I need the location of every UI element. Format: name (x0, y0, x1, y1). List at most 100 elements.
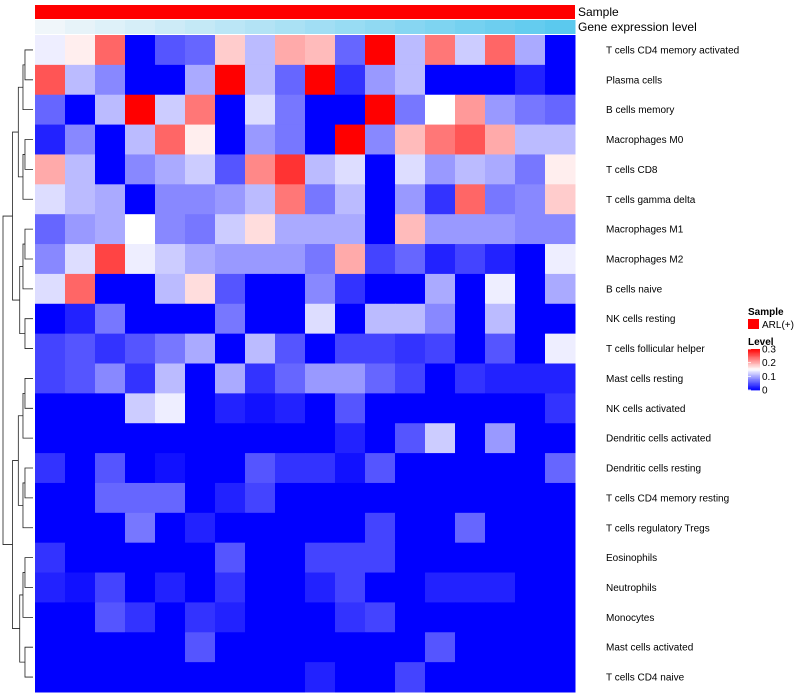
heatmap-cell (455, 273, 486, 305)
annotation-cell-gene-expression (125, 20, 156, 34)
heatmap-cell (155, 572, 186, 603)
dendrogram-branch (24, 467, 33, 499)
heatmap-cell (245, 35, 276, 66)
row-label: Dendritic cells activated (606, 434, 711, 445)
heatmap-cell (155, 124, 186, 155)
heatmap-cell (95, 154, 126, 185)
heatmap-cell (125, 393, 156, 424)
heatmap-cell (395, 184, 426, 215)
heatmap-cell (485, 363, 516, 394)
heatmap-cell (95, 124, 126, 155)
heatmap-cell (215, 662, 246, 693)
heatmap-cell (35, 94, 66, 126)
row-label: Macrophages M1 (606, 225, 684, 236)
heatmap-cell (545, 632, 576, 663)
row-label: Neutrophils (606, 583, 657, 594)
heatmap-cell (305, 602, 336, 633)
heatmap-cell (365, 602, 396, 633)
heatmap-cell (35, 64, 66, 96)
heatmap-cell (125, 423, 156, 454)
heatmap-cell (455, 453, 486, 484)
row-label: T cells follicular helper (606, 344, 705, 355)
heatmap-cell (425, 273, 456, 305)
row-label: Dendritic cells resting (606, 464, 701, 475)
heatmap-cell (215, 393, 246, 424)
annotation-cell-gene-expression (245, 20, 276, 34)
heatmap-cell (425, 64, 456, 96)
heatmap-cell (95, 94, 126, 126)
heatmap-cell (425, 94, 456, 126)
heatmap-cell (155, 273, 186, 305)
heatmap-cell (365, 303, 396, 335)
heatmap-cell (155, 154, 186, 185)
heatmap-cell (335, 244, 366, 275)
annotation-cell-gene-expression (185, 20, 216, 34)
heatmap-cell (125, 512, 156, 544)
heatmap-cell (395, 214, 426, 245)
heatmap-cell (545, 94, 576, 126)
legend-gradient-step (748, 383, 760, 385)
heatmap-cell (485, 35, 516, 66)
heatmap-cell (515, 482, 546, 514)
heatmap-cell (275, 244, 306, 275)
heatmap-cell (485, 64, 516, 96)
heatmap-cell (275, 572, 306, 603)
dendrogram-branch (17, 415, 23, 506)
heatmap-cell (95, 453, 126, 484)
heatmap-cell (425, 333, 456, 364)
heatmap-cell (215, 273, 246, 305)
dendrogram-branch (19, 266, 25, 335)
heatmap-cell (515, 94, 546, 126)
legend-level-title: Level (748, 337, 774, 348)
heatmap-cell (365, 35, 396, 66)
heatmap-cell (245, 423, 276, 454)
heatmap-cell (275, 393, 306, 424)
heatmap-cell (95, 35, 126, 66)
annotation-cell-gene-expression (95, 20, 126, 34)
annotation-cell-gene-expression (425, 20, 456, 34)
heatmap-cell (335, 572, 366, 603)
heatmap-cell (515, 393, 546, 424)
heatmap-cell (335, 154, 366, 185)
heatmap-cell (65, 512, 96, 544)
heatmap-cell (95, 572, 126, 603)
heatmap-cell (425, 363, 456, 394)
heatmap-cell (125, 453, 156, 484)
heatmap-cell (155, 632, 186, 663)
heatmap-cell (155, 393, 186, 424)
heatmap-cell (65, 64, 96, 96)
heatmap-cell (395, 154, 426, 185)
heatmap-cell (155, 542, 186, 574)
heatmap-cell (305, 393, 336, 424)
heatmap-cell (35, 303, 66, 335)
heatmap-cell (245, 363, 276, 394)
heatmap-cell (275, 363, 306, 394)
heatmap-cell (425, 184, 456, 215)
heatmap-cell (455, 482, 486, 514)
heatmap-cell (425, 632, 456, 663)
heatmap-cell (35, 124, 66, 155)
heatmap-cell (425, 393, 456, 424)
heatmap-cell (305, 482, 336, 514)
heatmap-cell (185, 333, 216, 364)
heatmap-cell (155, 512, 186, 544)
legend-gradient-step (748, 368, 760, 370)
heatmap-cell (545, 572, 576, 603)
heatmap-cell (305, 154, 336, 185)
heatmap-cell (125, 273, 156, 305)
heatmap-cell (455, 333, 486, 364)
dendrogram-branch (24, 318, 33, 349)
legend-gradient-step (748, 377, 760, 380)
heatmap-cell (515, 214, 546, 245)
heatmap-cell (125, 35, 156, 66)
heatmap-cell (545, 303, 576, 335)
heatmap-cell (545, 64, 576, 96)
heatmap-cell (215, 572, 246, 603)
heatmap-cell (335, 662, 366, 693)
heatmap-cell (185, 35, 216, 66)
heatmap-cell (245, 124, 276, 155)
heatmap-cell (305, 662, 336, 693)
row-label: Mast cells resting (606, 374, 683, 385)
heatmap-cell (155, 94, 186, 126)
heatmap-cell (485, 512, 516, 544)
